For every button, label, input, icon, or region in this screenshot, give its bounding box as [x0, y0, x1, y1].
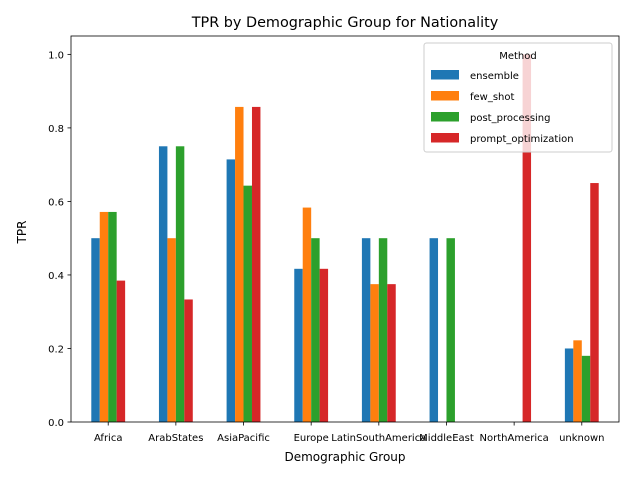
x-tick-label: ArabStates	[148, 433, 203, 444]
bar-few_shot-LatinSouthAmerica	[370, 284, 379, 422]
bar-post_processing-AsiaPacific	[243, 185, 252, 422]
x-tick-label: Europe	[294, 433, 329, 444]
bar-prompt_optimization-ArabStates	[184, 299, 193, 422]
y-tick-label: 0.0	[48, 418, 64, 429]
x-axis-label: Demographic Group	[284, 450, 405, 464]
x-tick-label: Africa	[94, 433, 123, 444]
bar-ensemble-Africa	[91, 238, 100, 422]
chart-title: TPR by Demographic Group for Nationality	[191, 15, 499, 31]
axes-group: 0.0 0.2 0.4 0.6 0.8 1.0 Africa ArabStates AsiaPa…	[48, 35, 620, 444]
x-tick-label: AsiaPacific	[217, 433, 270, 444]
y-tick-label: 0.8	[48, 124, 64, 135]
bar-ensemble-Europe	[294, 268, 303, 422]
bar-few_shot-ArabStates	[167, 238, 176, 422]
bars-group	[91, 54, 599, 423]
bar-prompt_optimization-unknown	[590, 183, 599, 422]
legend-box	[423, 42, 613, 153]
legend: Method ensemble few_shot post_processingpro…	[423, 42, 613, 153]
bar-ensemble-AsiaPacific	[226, 159, 236, 422]
bar-post_processing-Africa	[108, 211, 117, 422]
legend-label-prompt_optimization: prompt_optimization	[470, 134, 574, 145]
bar-post_processing-Europe	[311, 238, 320, 422]
bar-few_shot-Africa	[99, 211, 109, 422]
bar-post_processing-MiddleEast	[446, 238, 455, 422]
bar-prompt_optimization-LatinSouthAmerica	[387, 284, 396, 422]
x-tick-label: LatinSouthAmerica	[331, 433, 426, 444]
legend-label-ensemble: ensemble	[470, 71, 519, 82]
x-tick-label: unknown	[559, 433, 604, 444]
x-tick-label: NorthAmerica	[480, 433, 549, 444]
bar-few_shot-AsiaPacific	[235, 106, 244, 422]
bar-prompt_optimization-AsiaPacific	[251, 106, 261, 422]
bar-prompt_optimization-Africa	[116, 280, 126, 422]
bar-ensemble-unknown	[564, 348, 574, 422]
legend-swatch-prompt_optimization	[431, 133, 459, 143]
y-tick-label: 0.4	[48, 271, 64, 282]
plot-frame	[70, 35, 620, 423]
bar-post_processing-ArabStates	[175, 146, 185, 423]
legend-swatch-few_shot	[431, 91, 459, 101]
bar-ensemble-MiddleEast	[429, 238, 439, 422]
legend-swatch-post_processing	[431, 112, 459, 122]
legend-label-few_shot: few_shot	[470, 92, 515, 103]
bar-post_processing-unknown	[581, 355, 591, 422]
bar-ensemble-ArabStates	[158, 146, 168, 423]
y-tick-label: 0.6	[48, 197, 64, 208]
y-tick-label: 1.0	[48, 50, 64, 61]
bar-post_processing-LatinSouthAmerica	[378, 238, 388, 422]
bar-prompt_optimization-Europe	[319, 268, 329, 422]
y-tick-label: 0.2	[48, 344, 64, 355]
legend-title: Method	[499, 51, 537, 62]
legend-label-post_processing: post_processing	[470, 113, 551, 124]
bar-prompt_optimization-NorthAmerica	[522, 54, 532, 422]
legend-swatch-ensemble	[431, 70, 459, 80]
bar-ensemble-LatinSouthAmerica	[361, 238, 371, 422]
bar-few_shot-unknown	[573, 340, 582, 422]
x-tick-label: MiddleEast	[419, 433, 474, 444]
y-axis-label: TPR	[15, 221, 29, 245]
bar-few_shot-Europe	[302, 207, 312, 422]
